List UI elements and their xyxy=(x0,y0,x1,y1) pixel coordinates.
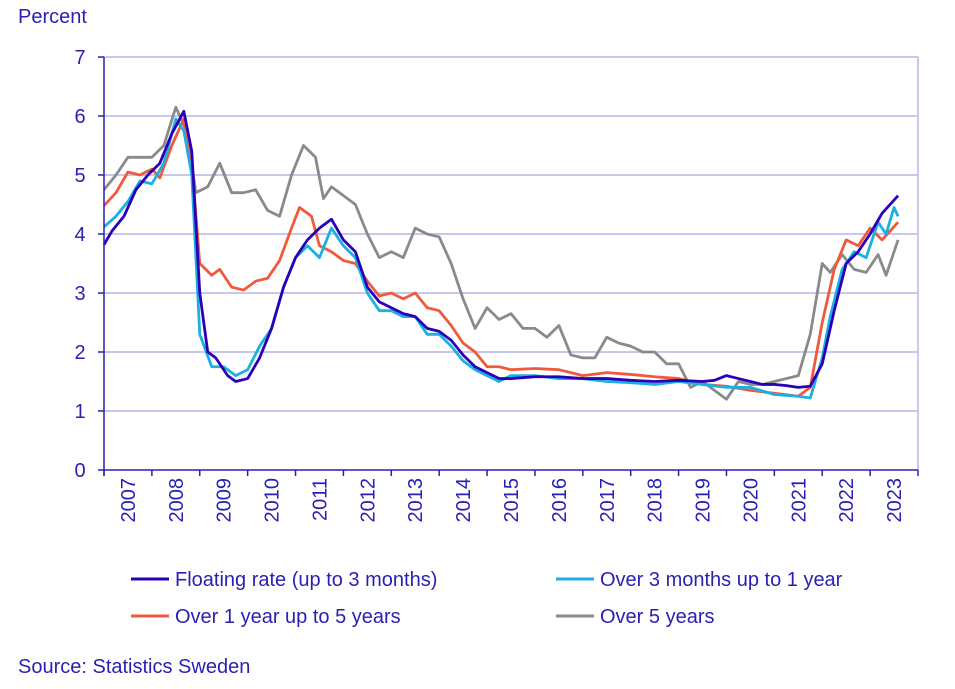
x-tick-label: 2016 xyxy=(549,478,571,523)
source-note: Source: Statistics Sweden xyxy=(18,656,250,678)
y-tick-label: 5 xyxy=(74,165,85,187)
x-tick-label: 2018 xyxy=(645,478,667,523)
legend-label: Over 3 months up to 1 year xyxy=(600,569,843,591)
y-axis-label: Percent xyxy=(18,6,87,28)
x-tick-label: 2022 xyxy=(836,478,858,523)
x-tick-label: 2013 xyxy=(405,478,427,523)
y-tick-label: 1 xyxy=(74,401,85,423)
x-tick-label: 2007 xyxy=(118,478,140,523)
series-line-3 xyxy=(102,105,900,401)
x-tick-label: 2010 xyxy=(262,478,284,523)
y-tick-label: 0 xyxy=(74,460,85,482)
legend-label: Over 5 years xyxy=(600,606,714,628)
legend-label: Floating rate (up to 3 months) xyxy=(175,569,437,591)
x-tick-label: 2015 xyxy=(501,478,523,523)
x-tick-label: 2012 xyxy=(357,478,379,523)
y-tick-label: 7 xyxy=(74,47,85,69)
x-tick-label: 2021 xyxy=(788,478,810,523)
x-tick-label: 2023 xyxy=(884,478,906,523)
y-tick-label: 3 xyxy=(74,283,85,305)
series-line-0 xyxy=(102,109,900,389)
legend-label: Over 1 year up to 5 years xyxy=(175,606,401,628)
x-tick-label: 2011 xyxy=(309,478,331,521)
series-line-1 xyxy=(103,117,900,400)
x-tick-label: 2020 xyxy=(740,478,762,523)
y-tick-label: 6 xyxy=(74,106,85,128)
y-tick-label: 2 xyxy=(74,342,85,364)
x-tick-label: 2019 xyxy=(693,478,715,523)
x-tick-label: 2009 xyxy=(214,478,236,523)
x-tick-label: 2014 xyxy=(453,478,475,523)
x-tick-label: 2017 xyxy=(597,478,619,523)
x-tick-label: 2008 xyxy=(166,478,188,523)
y-tick-label: 4 xyxy=(74,224,85,246)
series-line-2 xyxy=(102,117,900,398)
